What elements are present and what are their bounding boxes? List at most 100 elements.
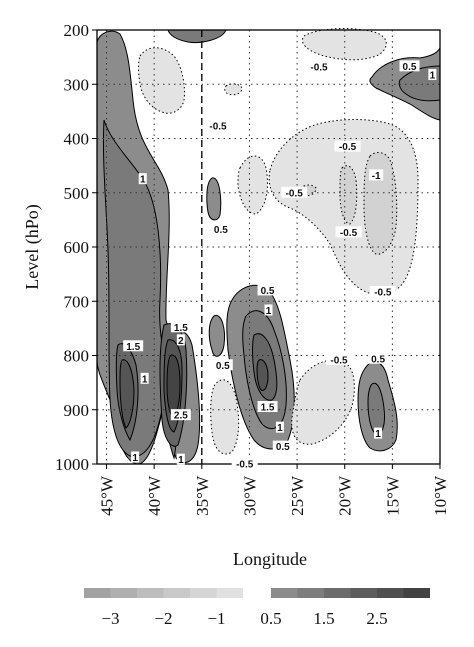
colorbar-neg-label-2: −1 — [207, 609, 225, 628]
colorbar-neg-swatch-0 — [84, 588, 111, 598]
neg-region-small-300 — [224, 83, 243, 96]
contour-label-27: -0.5 — [236, 460, 254, 471]
contour-label-17: 0.5 — [403, 62, 417, 73]
colorbar-pos-swatch-2 — [324, 588, 351, 598]
x-tick-label-7: 10°W — [431, 475, 450, 516]
colorbar-neg-swatch-1 — [110, 588, 137, 598]
y-tick-label-7: 900 — [64, 401, 90, 420]
contour-label-bg-0 — [138, 173, 147, 185]
colorbar-neg-label-1: −2 — [154, 609, 172, 628]
y-axis-title: Level (hPo) — [22, 204, 43, 289]
contour-label-26: -0.5 — [330, 355, 348, 366]
contour-label-4: 1.5 — [174, 323, 188, 334]
contour-label-15: 0.5 — [371, 354, 385, 365]
x-tick-label-0: 45°W — [98, 475, 117, 516]
colorbar-neg-swatch-4 — [190, 588, 217, 598]
colorbar-pos-swatch-1 — [297, 588, 324, 598]
contour-label-8: 0.5 — [214, 225, 228, 236]
contour-label-2: 1 — [142, 374, 148, 385]
contour-label-25: -0.5 — [374, 288, 392, 299]
contour-label-bg-14 — [272, 440, 293, 452]
contour-label-bg-4 — [170, 321, 191, 333]
contour-label-bg-23 — [281, 186, 308, 198]
y-tick-label-0: 200 — [64, 21, 90, 40]
contour-label-bg-8 — [210, 223, 231, 235]
colorbar-legend: −3 −2 −1 0.5 1.5 2.5 — [84, 588, 430, 628]
contour-label-19: -0.5 — [310, 62, 328, 73]
x-tick-label-1: 40°W — [145, 475, 164, 516]
colorbar-neg-label-0: −3 — [101, 609, 119, 628]
neg-region-south — [291, 359, 355, 445]
contour-label-bg-25 — [369, 286, 396, 298]
x-tick-label-3: 30°W — [240, 475, 259, 516]
colorbar-pos-label-1: 1.5 — [313, 609, 334, 628]
contour-label-bg-13 — [275, 421, 284, 433]
x-tick-label-6: 15°W — [383, 475, 402, 516]
colorbar-pos-swatch-3 — [350, 588, 377, 598]
y-tick-label-8: 1000 — [55, 455, 89, 474]
colorbar-pos-swatch-4 — [377, 588, 404, 598]
contour-label-bg-2 — [140, 372, 149, 384]
contour-label-20: -0.5 — [209, 122, 227, 133]
y-tick-label-4: 600 — [64, 238, 90, 257]
contour-label-21: -0.5 — [339, 142, 357, 153]
neg-region-arc — [237, 155, 269, 215]
contour-label-bg-7 — [176, 453, 185, 465]
y-tick-label-5: 700 — [64, 292, 90, 311]
contour-label-bg-26 — [326, 353, 353, 365]
y-tick-label-6: 800 — [64, 347, 90, 366]
neg-region-north — [302, 28, 387, 61]
contour-label-bg-21 — [334, 140, 361, 152]
neg-region-nw — [138, 47, 185, 114]
contour-region-small-33-500 — [206, 177, 222, 221]
y-tick-label-3: 500 — [64, 184, 90, 203]
contour-label-bg-3 — [131, 451, 140, 463]
contour-label-bg-22 — [369, 169, 384, 181]
contour-region-west-2 — [119, 359, 135, 429]
contour-label-5: 2 — [178, 336, 184, 347]
contour-label-bg-16 — [374, 427, 383, 439]
contour-label-bg-6 — [170, 409, 191, 421]
colorbar-neg-swatch-5 — [216, 588, 243, 598]
y-axis: 200 300 400 500 600 700 800 900 1000 — [55, 21, 97, 474]
contour-label-bg-19 — [305, 60, 332, 72]
colorbar-neg-swatch-2 — [137, 588, 164, 598]
colorbar-pos-label-2: 2.5 — [366, 609, 387, 628]
contour-region-small-33-800 — [208, 314, 225, 357]
contour-label-0: 1 — [140, 175, 146, 186]
negative-regions — [138, 28, 419, 455]
contour-label-9: 0.5 — [216, 361, 230, 372]
contour-label-18: 1 — [430, 71, 436, 82]
contour-label-bg-9 — [212, 359, 233, 371]
contour-label-14: 0.5 — [276, 442, 290, 453]
neg-region-large-1b — [339, 165, 358, 225]
x-axis: 45°W 40°W 35°W 30°W 25°W 20°W 15°W 10°W — [98, 464, 450, 516]
contour-label-16: 1 — [375, 429, 381, 440]
neg-region-sw — [210, 379, 240, 455]
x-tick-label-5: 20°W — [336, 475, 355, 516]
y-tick-label-2: 400 — [64, 130, 90, 149]
contour-label-bg-12 — [257, 401, 278, 413]
neg-region-large-1 — [363, 152, 398, 255]
contour-label-7: 1 — [178, 455, 184, 466]
colorbar-pos-label-0: 0.5 — [260, 609, 281, 628]
x-tick-label-4: 25°W — [288, 475, 307, 516]
contour-label-11: 1 — [266, 306, 272, 317]
contour-region-top-strip — [167, 29, 227, 43]
contour-label-1: 1.5 — [126, 342, 140, 353]
contour-label-bg-11 — [264, 304, 273, 316]
contour-labels: 11.5111.522.510.50.50.511.510.50.510.51-… — [123, 60, 437, 471]
contour-region-core-25 — [166, 354, 181, 419]
contour-label-24: -0.5 — [340, 228, 358, 239]
colorbar-neg-swatch-3 — [163, 588, 190, 598]
contour-label-13: 1 — [277, 423, 283, 434]
contour-label-bg-15 — [368, 352, 389, 364]
contour-label-bg-17 — [399, 60, 420, 72]
colorbar-pos-swatch-5 — [403, 588, 430, 598]
contour-label-6: 2.5 — [174, 411, 188, 422]
x-tick-label-2: 35°W — [193, 475, 212, 516]
contour-label-3: 1 — [132, 453, 138, 464]
contour-label-10: 0.5 — [261, 286, 275, 297]
contour-label-bg-10 — [257, 284, 278, 296]
